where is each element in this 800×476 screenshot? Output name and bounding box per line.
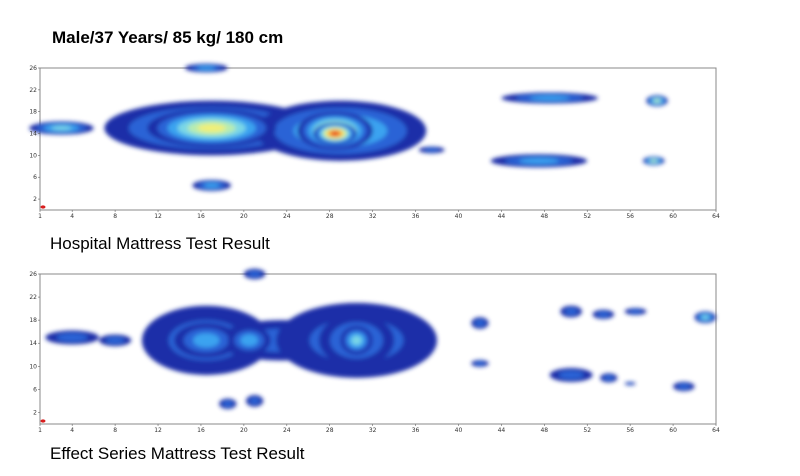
x-tick-label: 36 [412,427,420,434]
heat-region-10-level-2 [519,158,559,164]
y-tick-label: 22 [29,87,37,94]
heat-region-12-level-1 [474,319,485,327]
heat-region-2-level-5 [197,123,226,133]
x-tick-label: 56 [626,427,634,434]
x-tick-label: 16 [197,213,205,220]
x-tick-label: 12 [154,213,162,220]
heat-region-9-level-1 [248,270,261,278]
y-tick-label: 22 [29,294,37,301]
x-tick-label: 1 [38,427,42,434]
x-tick-label: 44 [498,213,506,220]
y-tick-label: 6 [33,386,37,393]
y-tick-label: 26 [29,65,37,72]
heat-region-5-level-3 [51,125,72,131]
heat-region-21-level-3 [701,315,709,320]
heat-region-18-level-1 [603,375,614,381]
x-tick-label: 12 [154,427,162,434]
heat-region-7-level-1 [56,333,88,342]
x-tick-label: 60 [669,427,677,434]
y-tick-label: 18 [29,109,37,116]
heat-region-6-level-2 [197,66,216,70]
heat-region-11-level-1 [249,397,260,405]
x-tick-label: 28 [326,213,334,220]
heat-region-6-level-3 [351,335,362,345]
y-tick-label: 18 [29,317,37,324]
heat-region-20-level-1 [677,383,691,390]
heat-region-13-level-1 [474,361,485,366]
heat-regions [45,268,716,409]
x-tick-label: 56 [626,213,634,220]
heat-region-8-level-1 [105,336,125,344]
heat-region-16-level-1 [629,309,642,314]
x-tick-label: 8 [113,213,117,220]
x-tick-label: 48 [540,427,548,434]
x-tick-label: 44 [498,427,506,434]
y-tick-label: 2 [33,409,37,416]
origin-marker [40,419,46,423]
heat-region-15-level-1 [597,311,610,318]
heat-region-11-level-4 [654,99,660,103]
x-tick-label: 28 [326,427,334,434]
x-tick-label: 64 [712,213,720,220]
x-tick-label: 60 [669,213,677,220]
heat-region-3-level-2 [193,333,220,348]
heat-region-10-level-1 [222,400,233,407]
heat-region-12-level-4 [650,159,657,162]
x-tick-label: 36 [412,213,420,220]
hospital-mattress-heatmap: 1 4 8 12 16 20 24 28 32 36 40 44 48 52 56 60 64261014182… [29,63,720,220]
heat-regions [29,63,668,191]
x-tick-label: 64 [712,427,720,434]
x-tick-label: 52 [583,213,591,220]
heat-region-19-level-1 [627,382,634,385]
x-tick-label: 8 [113,427,117,434]
y-tick-label: 10 [29,363,37,370]
y-tick-label: 6 [33,174,37,181]
x-tick-label: 16 [197,427,205,434]
x-tick-label: 20 [240,427,248,434]
heat-region-8-level-1 [424,148,440,152]
x-tick-label: 1 [38,213,42,220]
heat-region-4-level-2 [240,334,259,347]
effect-series-mattress-heatmap: 1 4 8 12 16 20 24 28 32 36 40 44 48 52 56 60 64261014182… [29,268,720,434]
y-tick-label: 26 [29,271,37,278]
x-tick-label: 40 [455,213,463,220]
y-tick-label: 2 [33,196,37,203]
y-tick-label: 14 [29,340,37,347]
y-tick-label: 14 [29,131,37,138]
heat-region-4-level-8 [331,131,339,136]
heat-region-17-level-1 [558,370,584,379]
origin-marker [40,205,46,209]
y-tick-label: 10 [29,152,37,159]
x-tick-label: 24 [283,427,291,434]
x-tick-label: 20 [240,213,248,220]
x-tick-label: 24 [283,213,291,220]
x-tick-label: 48 [540,213,548,220]
heat-region-7-level-2 [203,183,220,188]
heat-region-9-level-2 [529,95,570,101]
effect-series-mattress-caption: Effect Series Mattress Test Result [50,444,305,463]
heat-region-14-level-1 [564,308,578,315]
x-tick-label: 52 [583,427,591,434]
x-tick-label: 32 [369,213,377,220]
x-tick-label: 4 [70,213,74,220]
x-tick-label: 4 [70,427,74,434]
chart-title: Male/37 Years/ 85 kg/ 180 cm [52,28,284,47]
x-tick-label: 40 [455,427,463,434]
hospital-mattress-caption: Hospital Mattress Test Result [50,234,270,253]
x-tick-label: 32 [369,427,377,434]
